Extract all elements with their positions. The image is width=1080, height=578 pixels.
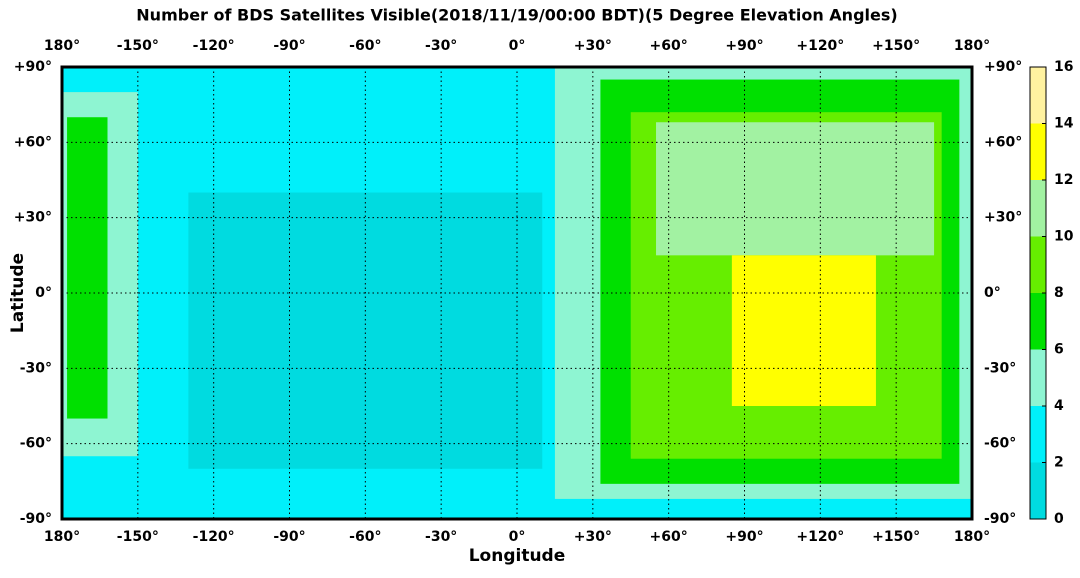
colorbar-tick-label: 2: [1054, 455, 1064, 471]
y-tick-label: 0°: [984, 285, 1001, 301]
x-tick-label: +120°: [796, 529, 844, 545]
colorbar-tick-label: 12: [1054, 172, 1073, 188]
y-tick-label: 0°: [35, 285, 52, 301]
colorbar-band: [1030, 349, 1046, 406]
colorbar-band: [1030, 67, 1046, 124]
y-tick-label: +30°: [984, 210, 1022, 226]
x-tick-label: +30°: [574, 529, 612, 545]
x-tick-label: -120°: [193, 38, 235, 54]
colorbar-band: [1030, 236, 1046, 293]
x-tick-label: -150°: [117, 38, 159, 54]
x-tick-label: 0°: [509, 529, 526, 545]
x-tick-label: 0°: [509, 38, 526, 54]
y-tick-label: +90°: [14, 59, 52, 75]
y-tick-label: -90°: [20, 511, 52, 527]
x-tick-label: -60°: [349, 529, 381, 545]
y-tick-label: +60°: [14, 134, 52, 150]
colorbar-tick-label: 16: [1054, 59, 1073, 75]
axes-layer: 180° 180° -150° -150° -120° -120° -90° -90° -60°…: [14, 38, 1074, 545]
x-tick-label: 180°: [954, 529, 990, 545]
x-tick-label: 180°: [44, 38, 80, 54]
x-tick-label: -90°: [273, 529, 305, 545]
x-axis-label: Longitude: [469, 546, 566, 566]
y-tick-label: -90°: [984, 511, 1016, 527]
colorbar-tick-label: 6: [1054, 342, 1064, 358]
y-tick-label: +60°: [984, 134, 1022, 150]
colorbar-band: [1030, 406, 1046, 463]
colorbar-band: [1030, 293, 1046, 350]
colorbar-tick-label: 14: [1054, 116, 1074, 132]
visibility-region: [731, 255, 876, 406]
x-tick-label: +150°: [872, 38, 920, 54]
plot-border: [60, 65, 974, 521]
x-tick-label: -30°: [425, 529, 457, 545]
colorbar-tick-label: 4: [1054, 398, 1064, 414]
x-tick-label: +120°: [796, 38, 844, 54]
x-tick-label: +90°: [725, 38, 763, 54]
x-tick-label: +60°: [650, 38, 688, 54]
colorbar-tick-label: 8: [1054, 285, 1064, 301]
chart-title: Number of BDS Satellites Visible(2018/11…: [136, 6, 897, 25]
visibility-region: [656, 122, 935, 256]
x-tick-label: 180°: [44, 529, 80, 545]
colorbar-band: [1030, 123, 1046, 180]
y-tick-label: -60°: [984, 436, 1016, 452]
y-axis-label: Latitude: [8, 253, 28, 333]
x-tick-label: -120°: [193, 529, 235, 545]
colorbar-tick-label: 0: [1054, 511, 1064, 527]
x-tick-label: +30°: [574, 38, 612, 54]
x-tick-label: -30°: [425, 38, 457, 54]
x-tick-label: -90°: [273, 38, 305, 54]
x-tick-label: 180°: [954, 38, 990, 54]
y-tick-label: -60°: [20, 436, 52, 452]
y-tick-label: -30°: [20, 360, 52, 376]
x-tick-label: -60°: [349, 38, 381, 54]
x-tick-label: -150°: [117, 529, 159, 545]
x-tick-label: +60°: [650, 529, 688, 545]
y-tick-label: +30°: [14, 210, 52, 226]
colorbar-band: [1030, 462, 1046, 519]
x-tick-label: +150°: [872, 529, 920, 545]
y-tick-label: -30°: [984, 360, 1016, 376]
visibility-region: [67, 117, 108, 419]
colorbar-band: [1030, 180, 1046, 237]
colorbar-tick-label: 10: [1054, 229, 1074, 245]
x-tick-label: +90°: [725, 529, 763, 545]
y-tick-label: +90°: [984, 59, 1022, 75]
